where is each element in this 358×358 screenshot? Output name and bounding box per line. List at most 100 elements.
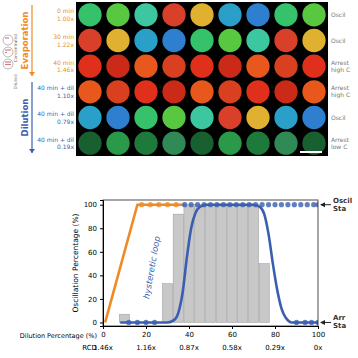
icon-dot — [7, 49, 9, 51]
well-image — [274, 132, 297, 155]
x-axis-line — [104, 327, 319, 330]
x2-axis-title: RCD — [82, 344, 97, 352]
point — [201, 202, 206, 207]
y-tick-mark — [100, 205, 103, 206]
well-image — [78, 80, 101, 103]
well-image — [134, 132, 157, 155]
point — [298, 202, 303, 207]
well-image — [162, 106, 185, 129]
x-tick-mark — [275, 326, 276, 329]
well-image — [246, 106, 269, 129]
well-image — [162, 55, 185, 78]
well-image — [190, 132, 213, 155]
well-image — [274, 29, 297, 52]
y-tick-label: 40 — [88, 272, 97, 280]
y-tick-mark — [100, 322, 103, 323]
icon-dot — [5, 37, 7, 39]
point — [234, 202, 239, 207]
well-image — [302, 3, 325, 26]
row-rcd: 1.10x — [57, 92, 74, 99]
icon-label: Diluted — [13, 74, 18, 89]
row-rcd: 1.22x — [57, 41, 74, 48]
icon-dot — [5, 61, 7, 63]
well-image — [134, 106, 157, 129]
y-tick-mark — [100, 275, 103, 276]
row-time: 40 min — [53, 59, 74, 66]
point — [294, 320, 299, 325]
well-image — [246, 132, 269, 155]
phase-arrowhead — [29, 72, 35, 76]
point — [292, 202, 297, 207]
y-tick-label: 60 — [88, 249, 97, 257]
row-rcd: 0.79x — [57, 118, 74, 125]
well-image — [106, 132, 129, 155]
y-tick-mark — [100, 252, 103, 253]
row-status: Arrest — [331, 59, 350, 66]
y-axis-line — [100, 201, 104, 327]
well-image — [78, 29, 101, 52]
well-image — [134, 80, 157, 103]
point — [260, 202, 265, 207]
point — [303, 320, 308, 325]
state-arrowhead — [320, 320, 325, 325]
well-image — [134, 29, 157, 52]
row-time: 40 min + dil — [37, 110, 74, 117]
point — [152, 320, 157, 325]
x2-tick-label: 0x — [314, 344, 323, 352]
icon-label: Concentrated — [13, 33, 18, 62]
state-label: Sta — [333, 205, 346, 213]
bar — [195, 205, 205, 323]
scale-bar — [300, 151, 322, 153]
y-tick-label: 80 — [88, 225, 97, 233]
point — [285, 202, 290, 207]
x-tick-mark — [232, 326, 233, 329]
point — [174, 202, 179, 207]
well-image — [190, 106, 213, 129]
icon-well — [3, 35, 13, 45]
state-label: Oscil — [333, 197, 352, 205]
well-image — [274, 55, 297, 78]
x2-tick-label: 0.87x — [179, 344, 199, 352]
well-image — [134, 3, 157, 26]
row-time: 40 min + dil — [37, 84, 74, 91]
well-image — [246, 55, 269, 78]
row-status: high C — [331, 91, 350, 99]
well-image — [218, 106, 241, 129]
point — [279, 202, 284, 207]
point — [126, 320, 131, 325]
well-image — [78, 55, 101, 78]
y-tick-mark — [100, 228, 103, 229]
x-tick-label: 20 — [142, 331, 151, 339]
icon-dot — [7, 64, 9, 66]
bar — [259, 264, 269, 323]
well-image — [218, 80, 241, 103]
point — [135, 320, 140, 325]
point — [182, 202, 187, 207]
x-tick: 100 — [312, 326, 325, 339]
row-rcd: 1.46x — [57, 66, 74, 73]
well-image — [190, 80, 213, 103]
point — [208, 202, 213, 207]
well-image — [218, 55, 241, 78]
well-image — [218, 3, 241, 26]
x-tick-label: 60 — [228, 331, 237, 339]
x-tick-label: 0 — [101, 331, 105, 339]
icon-dot — [7, 37, 9, 39]
curve — [105, 205, 185, 323]
bar — [162, 284, 172, 323]
state-label: Sta — [333, 322, 346, 330]
bar — [173, 214, 183, 322]
row-time: 0 min — [57, 7, 74, 14]
well-image — [246, 3, 269, 26]
x-tick: 20 — [142, 326, 151, 339]
icon-dot — [9, 49, 11, 51]
row-rcd: 1.00x — [57, 15, 74, 22]
y-tick-label: 20 — [88, 296, 97, 304]
x-axis: 020406080100 — [101, 326, 325, 339]
well-image — [218, 29, 241, 52]
point — [195, 202, 200, 207]
icon-dot — [5, 64, 7, 66]
well-image — [218, 132, 241, 155]
well-image — [78, 132, 101, 155]
well-image — [246, 29, 269, 52]
